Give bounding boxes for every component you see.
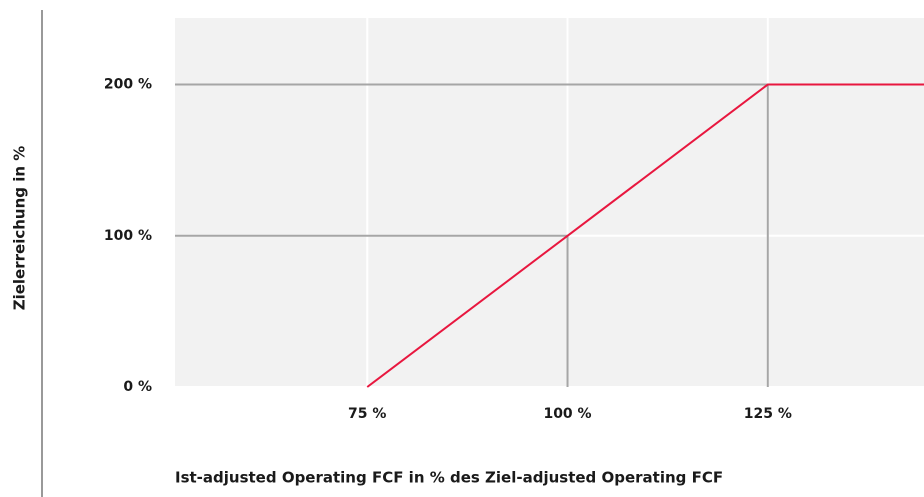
y-tick-label: 0 % <box>123 379 152 395</box>
x-tick-label: 125 % <box>744 406 792 422</box>
y-tick-label: 100 % <box>104 228 152 244</box>
line <box>366 83 924 388</box>
plot-area <box>175 18 924 387</box>
y-tick-label: 200 % <box>104 77 152 93</box>
x-axis-label: Ist-adjusted Operating FCF in % des Ziel… <box>175 469 723 487</box>
y-axis-label: Zielerreichung in % <box>11 146 29 311</box>
x-tick-label: 100 % <box>543 406 591 422</box>
x-tick-label: 75 % <box>348 406 386 422</box>
